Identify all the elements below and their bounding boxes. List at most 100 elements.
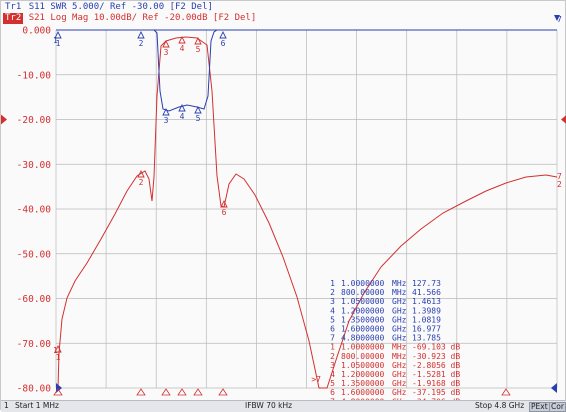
plot-grid: [55, 29, 558, 389]
tr2-marker-readout: -37.195 dB: [412, 388, 460, 397]
s21-marker-5-icon: [194, 36, 202, 45]
measurement-plot[interactable]: 0.000 -10.00 -20.00 -30.00 -40.00 -50.00 -60.0…: [1, 1, 566, 400]
tr1-marker-readout: GHz: [392, 315, 407, 324]
tr1-bottom-left-icon: [56, 383, 62, 393]
tr1-marker-readout: MHz: [392, 279, 407, 288]
tr1-marker-readout: 1.0000000: [341, 279, 385, 288]
s21-marker-4-label: 4: [180, 44, 185, 53]
tr2-marker-readout: 1.0500000: [341, 361, 385, 370]
s11-marker-1-icon: [54, 30, 62, 39]
s11-marker-7-label: 7: [557, 15, 562, 24]
stimulus-marker-icon: [193, 388, 203, 396]
y-tick-label: -80.00: [17, 384, 52, 395]
tr1-marker-readout: 4: [330, 306, 335, 315]
tr2-marker-readout: 1.2000000: [341, 370, 385, 379]
tr1-marker-readout: 4.8000000: [341, 334, 385, 343]
tr1-marker-readout: 1.0500000: [341, 297, 385, 306]
s21-marker-2-icon: [137, 169, 145, 178]
tr1-marker-readout: GHz: [392, 306, 407, 315]
tr2-marker-readout: 4.8000000: [341, 397, 385, 400]
channel-number: 1: [4, 401, 9, 410]
tr1-marker-readout: MHz: [392, 288, 407, 297]
stimulus-marker-icon: [501, 388, 511, 396]
trace1-name: Tr1: [5, 2, 22, 12]
correction-badge[interactable]: Cor: [549, 402, 566, 412]
port-extension-badge[interactable]: PExt: [529, 402, 550, 412]
s11-marker-2-icon: [137, 30, 145, 39]
trace1-params: S11 SWR 5.000/ Ref -30.00 [F2 Del]: [28, 2, 213, 12]
tr2-marker-readout: MHz: [392, 343, 407, 352]
tr2-marker-readout: 6: [330, 388, 335, 397]
tr1-marker-readout: 1.4613: [412, 297, 441, 306]
tr2-marker-readout: GHz: [392, 388, 407, 397]
tr2-marker-readout: -1.9168 dB: [412, 379, 460, 388]
tr1-marker-readout: 800.00000: [341, 288, 385, 297]
s21-marker-2-label: 2: [139, 178, 144, 187]
s21-marker-6-icon: [220, 199, 228, 208]
tr1-top-right-icon: [554, 15, 560, 21]
tr2-marker-readout: 800.00000: [341, 352, 385, 361]
s21-marker-7-label: 7: [557, 172, 562, 181]
tr2-marker-readout: 2: [330, 352, 335, 361]
s21-marker-1-icon: [54, 344, 62, 353]
y-tick-label: -40.00: [17, 205, 52, 216]
tr1-marker-readout: 41.566: [412, 288, 441, 297]
s11-marker-4-icon: [178, 103, 186, 112]
stimulus-marker-icon: [161, 388, 171, 396]
y-tick-label: -20.00: [17, 115, 52, 126]
trace2-name: Tr2: [3, 13, 24, 24]
s21-marker-5-label: 5: [196, 45, 201, 54]
tr1-bottom-right-icon: [551, 383, 557, 393]
tr2-marker-readout: -2.8056 dB: [412, 361, 460, 370]
stimulus-marker-icon: [136, 388, 146, 396]
tr1-marker-readout: 127.73: [412, 279, 441, 288]
s11-marker-5-icon: [194, 105, 202, 114]
stop-frequency[interactable]: Stop 4.8 GHz: [475, 401, 525, 410]
ref-level-right-icon: [561, 115, 566, 124]
tr2-marker-readout: -1.5281 dB: [412, 370, 460, 379]
tr1-marker-readout: 1: [330, 279, 335, 288]
stimulus-marker-icon: [218, 388, 228, 396]
tr2-marker-readout: GHz: [392, 361, 407, 370]
tr1-marker-readout: 3: [330, 297, 335, 306]
s11-marker-6-label: 6: [221, 39, 226, 48]
tr2-marker-readout: 1.0000000: [341, 343, 385, 352]
tr2-marker-readout: -34.706 dB: [412, 397, 460, 400]
s11-marker-1-label: 1: [56, 39, 61, 48]
trace2-header[interactable]: Tr2 S21 Log Mag 10.00dB/ Ref -20.00dB [F…: [3, 13, 256, 24]
s21-marker-2-edge-label: 2: [557, 180, 562, 189]
tr2-marker-readout: GHz: [392, 370, 407, 379]
s11-marker-3-label: 3: [164, 116, 169, 125]
s11-marker-6-icon: [219, 30, 227, 39]
ref-level-left-icon: [1, 114, 7, 125]
tr2-marker-readout: 4: [330, 370, 335, 379]
ifbw-setting[interactable]: IFBW 70 kHz: [245, 401, 293, 410]
s21-marker-4-icon: [178, 35, 186, 44]
trace1-header[interactable]: Tr1 S11 SWR 5.000/ Ref -30.00 [F2 Del]: [3, 2, 213, 13]
tr2-marker-readout: GHz: [392, 397, 407, 400]
tr1-marker-readout: GHz: [392, 325, 407, 334]
tr2-marker-readout: 1.6000000: [341, 388, 385, 397]
tr1-marker-readout: GHz: [392, 297, 407, 306]
s21-marker-6-label: 6: [222, 208, 227, 217]
y-tick-label: -70.00: [17, 339, 52, 350]
y-tick-label: -50.00: [17, 249, 52, 260]
tr1-marker-readout: 1.0819: [412, 315, 441, 324]
tr1-marker-readout: 1.2000000: [341, 306, 385, 315]
tr2-marker-readout: 3: [330, 361, 335, 370]
tr2-marker-readout: MHz: [392, 352, 407, 361]
tr1-marker-readout: 5: [330, 315, 335, 324]
y-axis-labels: 0.000 -10.00 -20.00 -30.00 -40.00 -50.00 -60.0…: [1, 26, 566, 395]
stimulus-marker-icon: [177, 388, 187, 396]
tr2-marker-readout: >7: [325, 397, 335, 400]
tr2-marker-readout: 1: [330, 343, 335, 352]
start-frequency[interactable]: Start 1 MHz: [15, 401, 59, 410]
tr1-marker-readout: 7: [330, 334, 335, 343]
s11-trace: [56, 29, 557, 112]
tr2-marker-readout: -69.103 dB: [412, 343, 460, 352]
status-bar: 1 Start 1 MHz IFBW 70 kHz Stop 4.8 GHz P…: [1, 400, 566, 412]
s11-marker-3-icon: [162, 107, 170, 116]
